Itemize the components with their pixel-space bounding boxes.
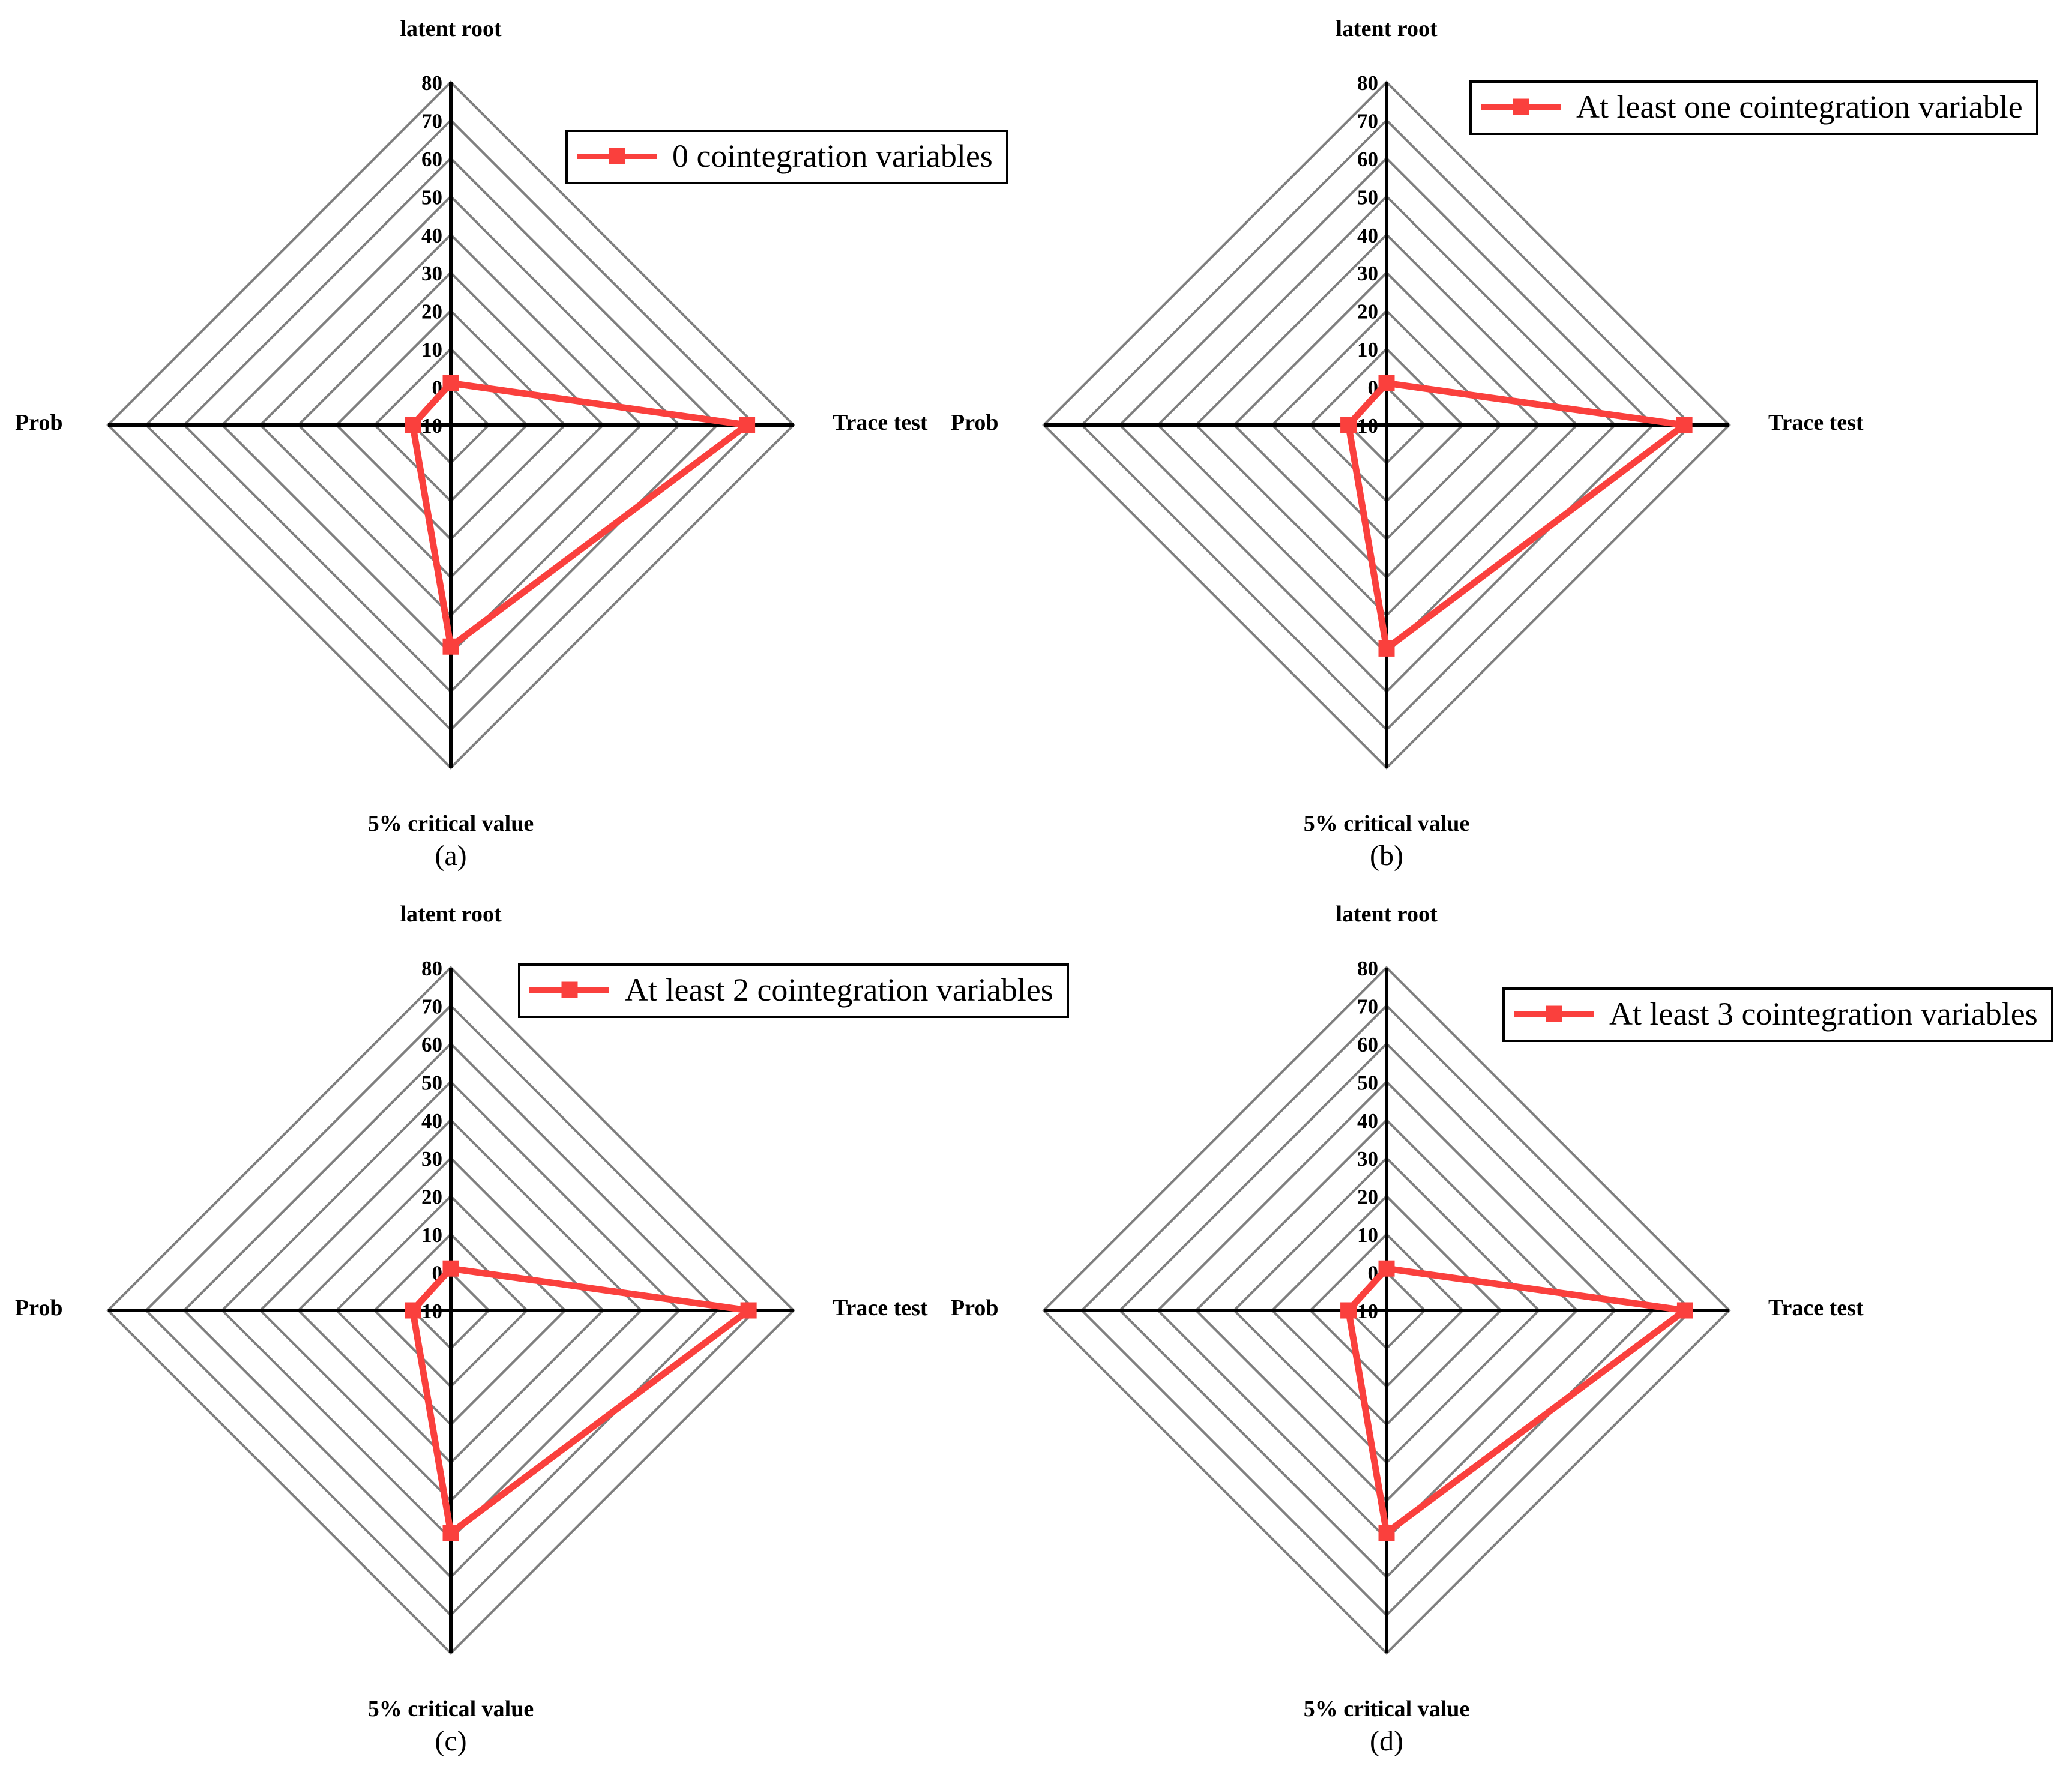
series-marker <box>1340 1302 1357 1319</box>
legend-box: At least 2 cointegration variables <box>518 963 1069 1019</box>
axis-label-trace-test: Trace test <box>833 410 928 435</box>
series-marker <box>1378 375 1395 391</box>
radar-panel-c: latent root Trace test Prob 5% critical … <box>0 885 1136 1790</box>
tick-label: 80 <box>421 71 442 95</box>
panel-caption-c: (c) <box>435 1725 467 1757</box>
legend-box: 0 cointegration variables <box>565 130 1008 185</box>
axis-label-prob: Prob <box>951 1295 999 1321</box>
axis-label-prob: Prob <box>951 410 999 435</box>
tick-label: 20 <box>1357 1186 1378 1209</box>
series-marker <box>442 1260 459 1277</box>
series-marker <box>740 1302 757 1319</box>
panel-caption-a: (a) <box>435 840 467 872</box>
series-marker <box>1676 417 1693 433</box>
legend-series-marker-icon <box>1546 1005 1562 1022</box>
tick-label: 10 <box>1357 338 1378 361</box>
axis-label-prob: Prob <box>15 410 63 435</box>
series-marker <box>405 1302 421 1319</box>
tick-label: 40 <box>421 1109 442 1133</box>
series-marker <box>1378 1525 1395 1541</box>
tick-label: 50 <box>421 1071 442 1094</box>
tick-label: 40 <box>421 224 442 247</box>
legend-label: At least 3 cointegration variables <box>1609 996 2038 1032</box>
axis-label-trace-test: Trace test <box>833 1295 928 1321</box>
axis-label-trace-test: Trace test <box>1768 410 1864 435</box>
legend-series-marker-icon <box>1513 98 1529 115</box>
tick-label: 10 <box>1357 1223 1378 1247</box>
axis-label-critical-value: 5% critical value <box>367 1696 534 1722</box>
radar-panel-b: latent root Trace test Prob 5% critical … <box>936 0 2072 905</box>
tick-label: 60 <box>1357 148 1378 171</box>
series-marker <box>442 638 459 655</box>
radar-panel-a: latent root Trace test Prob 5% critical … <box>0 0 1136 905</box>
tick-label: 80 <box>421 957 442 980</box>
series-marker <box>1378 1260 1395 1277</box>
legend-series-line <box>1514 1005 1594 1022</box>
series-marker <box>739 417 756 433</box>
tick-label: 20 <box>1357 300 1378 324</box>
panel-caption-b: (b) <box>1370 840 1403 872</box>
tick-label: 60 <box>1357 1033 1378 1056</box>
tick-label: 40 <box>1357 1109 1378 1133</box>
legend-box: At least 3 cointegration variables <box>1502 987 2053 1043</box>
series-marker <box>1340 417 1357 433</box>
axis-label-latent-root: latent root <box>1336 16 1438 41</box>
tick-label: 30 <box>421 262 442 285</box>
legend-series-line <box>1481 98 1561 115</box>
axis-label-critical-value: 5% critical value <box>1303 811 1470 836</box>
series-marker <box>1676 1302 1693 1319</box>
radar-panel-d: latent root Trace test Prob 5% critical … <box>936 885 2072 1790</box>
tick-label: 20 <box>421 300 442 324</box>
tick-label: 80 <box>1357 957 1378 980</box>
axis-label-latent-root: latent root <box>1336 902 1438 927</box>
tick-label: 80 <box>1357 71 1378 95</box>
tick-label: 30 <box>421 1147 442 1171</box>
tick-label: 40 <box>1357 224 1378 247</box>
tick-label: 50 <box>1357 1071 1378 1094</box>
tick-label: 70 <box>421 109 442 133</box>
legend-label: 0 cointegration variables <box>672 138 993 174</box>
tick-label: 70 <box>1357 995 1378 1018</box>
tick-label: 70 <box>1357 109 1378 133</box>
series-marker <box>442 1525 459 1541</box>
legend-label: At least one cointegration variable <box>1576 89 2023 125</box>
tick-label: 20 <box>421 1186 442 1209</box>
axis-label-trace-test: Trace test <box>1768 1295 1864 1321</box>
tick-label: 60 <box>421 148 442 171</box>
legend-series-marker-icon <box>609 148 625 164</box>
series-marker <box>1378 640 1395 657</box>
tick-label: 30 <box>1357 262 1378 285</box>
tick-label: 10 <box>421 1223 442 1247</box>
tick-label: 50 <box>1357 185 1378 209</box>
tick-label: 70 <box>421 995 442 1018</box>
axis-label-prob: Prob <box>15 1295 63 1321</box>
tick-label: 10 <box>421 338 442 361</box>
legend-series-marker-icon <box>561 981 577 998</box>
tick-label: 30 <box>1357 1147 1378 1171</box>
tick-label: 60 <box>421 1033 442 1056</box>
legend-series-line <box>529 981 609 998</box>
axis-label-critical-value: 5% critical value <box>1303 1696 1470 1722</box>
axis-label-latent-root: latent root <box>400 16 502 41</box>
panel-caption-d: (d) <box>1370 1725 1403 1757</box>
legend-box: At least one cointegration variable <box>1469 80 2038 136</box>
axis-label-critical-value: 5% critical value <box>367 811 534 836</box>
tick-label: 50 <box>421 185 442 209</box>
series-marker <box>442 375 459 391</box>
series-marker <box>405 417 421 433</box>
legend-series-line <box>577 148 657 164</box>
legend-label: At least 2 cointegration variables <box>625 972 1053 1008</box>
axis-label-latent-root: latent root <box>400 902 502 927</box>
